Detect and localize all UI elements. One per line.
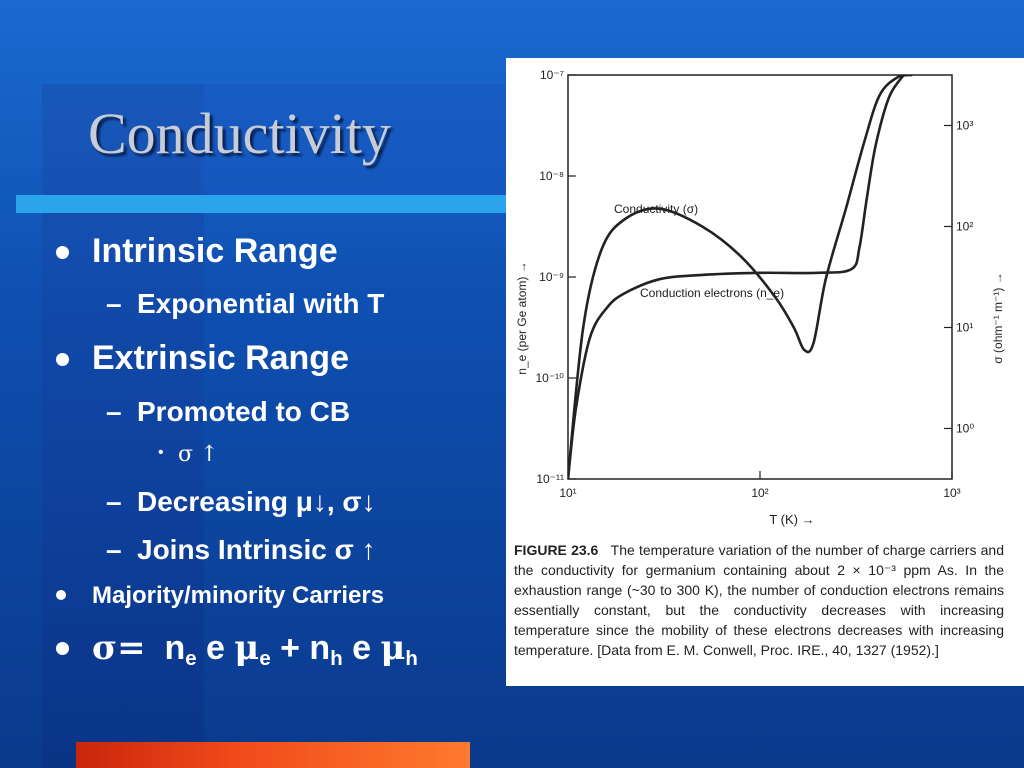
bullet-majority: Majority/minority Carriers: [92, 582, 385, 609]
y-left-tick-label: 10⁻⁷: [540, 68, 564, 82]
title-rule: [16, 195, 506, 213]
y-right-tick-label: 10⁰: [956, 421, 974, 435]
x-tick-label: 10²: [751, 486, 768, 500]
caption-title: FIGURE 23.6: [514, 542, 599, 558]
eq-n-h: nh: [309, 629, 343, 671]
slide-title: Conductivity: [88, 101, 391, 166]
x-axis-label: T (K) →: [769, 512, 814, 527]
y-left-tick-label: 10⁻¹⁰: [536, 371, 565, 385]
eq-plus: +: [280, 629, 300, 667]
eq-n-e: ne: [164, 629, 197, 671]
sub-bullet-joins: Joins Intrinsic σ ↑: [137, 534, 376, 565]
small-bullet: •: [158, 444, 164, 461]
eq-mu-h: μh: [380, 628, 418, 671]
y-axis-label-left: n_e (per Ge atom) →: [515, 261, 529, 374]
series-electrons-line: [568, 75, 905, 479]
annotation-conductivity: Conductivity (σ): [614, 202, 698, 216]
y-right-tick-label: 10²: [956, 219, 973, 233]
sub-sub-bullet-sigma-up: σ ↑: [178, 442, 219, 467]
conductivity-chart: 10⁻¹¹ 10⁻¹⁰ 10⁻⁹ 10⁻⁸ 10⁻⁷ 10⁰ 10¹ 10² 10³ 10¹ 1…: [515, 68, 1005, 527]
y-axis-label-right: σ (ohm⁻¹ m⁻¹) →: [991, 272, 1005, 363]
decor-band: [200, 84, 510, 196]
series-conductivity-line: [568, 75, 913, 479]
annotation-electrons: Conduction electrons (n_e): [640, 286, 784, 300]
accent-bar: [76, 742, 470, 768]
y-right-tick-label: 10¹: [956, 320, 973, 334]
bullet-equation: σ= ne e μe + nh e μh: [92, 628, 418, 671]
bullet-dot: [56, 642, 69, 655]
y-left-tick-label: 10⁻⁹: [539, 270, 564, 284]
dash-marker: –: [106, 534, 122, 565]
dash-marker: –: [106, 396, 122, 427]
bullet-dot: [56, 246, 69, 259]
dash-marker: –: [106, 486, 122, 517]
bullet-intrinsic: Intrinsic Range: [92, 232, 338, 270]
y-left-tick-label: 10⁻⁸: [539, 169, 564, 183]
bullet-dot: [56, 590, 66, 600]
dash-marker: –: [106, 288, 122, 319]
figure-panel: 10⁻¹¹ 10⁻¹⁰ 10⁻⁹ 10⁻⁸ 10⁻⁷ 10⁰ 10¹ 10² 10³ 10¹ 1…: [506, 58, 1024, 686]
y-right-tick-label: 10³: [956, 118, 973, 132]
sub-bullet-exponential: Exponential with T: [137, 288, 385, 319]
sub-bullet-promoted: Promoted to CB: [137, 396, 351, 427]
bullet-extrinsic: Extrinsic Range: [92, 339, 349, 377]
sub-bullet-decreasing: Decreasing μ↓, σ↓: [137, 486, 376, 517]
eq-sigma: σ=: [92, 628, 146, 668]
x-tick-label: 10³: [943, 486, 960, 500]
eq-charge-2: e: [352, 629, 372, 667]
bullet-dot: [56, 353, 69, 366]
y-left-tick-label: 10⁻¹¹: [536, 472, 564, 486]
eq-charge-1: e: [206, 629, 225, 667]
x-tick-label: 10¹: [559, 486, 576, 500]
figure-caption: FIGURE 23.6 The temperature variation of…: [514, 540, 1004, 660]
eq-mu-e: μe: [234, 628, 271, 671]
caption-text: The temperature variation of the number …: [514, 542, 1004, 658]
